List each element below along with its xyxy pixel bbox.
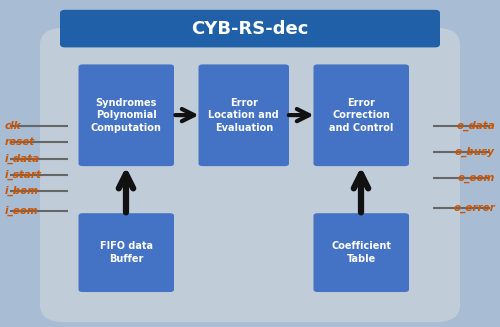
Text: CYB-RS-dec: CYB-RS-dec: [192, 20, 308, 38]
FancyBboxPatch shape: [78, 64, 174, 166]
Text: Error
Location and
Evaluation: Error Location and Evaluation: [208, 98, 279, 133]
Text: Error
Correction
and Control: Error Correction and Control: [329, 98, 394, 133]
Text: o_eom: o_eom: [458, 173, 495, 183]
Text: i_data: i_data: [5, 153, 40, 164]
Text: o_busy: o_busy: [455, 147, 495, 157]
Text: o_error: o_error: [453, 203, 495, 213]
Text: o_data: o_data: [456, 121, 495, 131]
FancyBboxPatch shape: [198, 64, 289, 166]
FancyBboxPatch shape: [40, 28, 460, 322]
FancyBboxPatch shape: [78, 213, 174, 292]
Text: FIFO data
Buffer: FIFO data Buffer: [100, 241, 153, 264]
FancyBboxPatch shape: [314, 213, 409, 292]
Text: Coefficient
Table: Coefficient Table: [331, 241, 391, 264]
Text: i_eom: i_eom: [5, 206, 38, 216]
Text: clk: clk: [5, 121, 21, 131]
Text: Syndromes
Polynomial
Computation: Syndromes Polynomial Computation: [91, 98, 162, 133]
FancyBboxPatch shape: [314, 64, 409, 166]
FancyBboxPatch shape: [60, 10, 440, 47]
Text: i_bom: i_bom: [5, 186, 39, 197]
Text: reset: reset: [5, 137, 35, 147]
Text: i_start: i_start: [5, 170, 42, 180]
